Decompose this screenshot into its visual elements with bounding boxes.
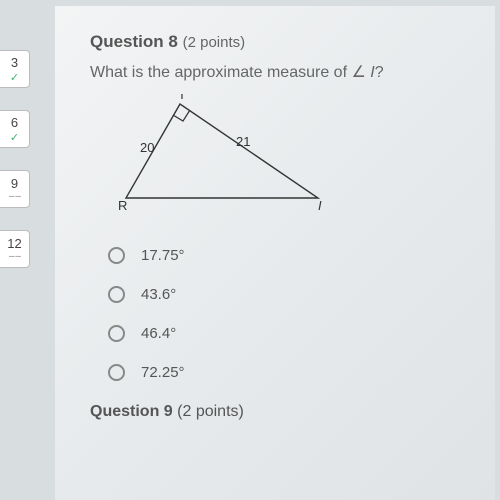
nav-item-3[interactable]: 3 ✓ xyxy=(0,50,30,88)
nav-num: 9 xyxy=(11,176,18,191)
option-d[interactable]: 72.25° xyxy=(108,364,475,381)
check-icon: ✓ xyxy=(10,71,19,84)
next-question-header: Question 9 (2 points) xyxy=(90,403,475,421)
question-header: Question 8 (2 points) xyxy=(90,32,475,52)
dash-icon: – – xyxy=(9,251,20,262)
prompt-text: What is the approximate measure of ∠ xyxy=(90,64,370,81)
answer-options: 17.75° 43.6° 46.4° 72.25° xyxy=(108,247,475,381)
nav-num: 6 xyxy=(11,115,18,130)
question-label: Question 8 xyxy=(90,32,178,51)
prompt-suffix: ? xyxy=(375,64,384,81)
nav-num: 3 xyxy=(11,55,18,70)
nav-item-6[interactable]: 6 ✓ xyxy=(0,110,30,148)
question-page: Question 8 (2 points) What is the approx… xyxy=(55,6,495,500)
next-points: (2 points) xyxy=(177,403,244,420)
svg-text:21: 21 xyxy=(236,134,250,149)
option-c[interactable]: 46.4° xyxy=(108,325,475,342)
next-label: Question 9 xyxy=(90,403,173,420)
nav-item-12[interactable]: 12 – – xyxy=(0,230,30,268)
option-b[interactable]: 43.6° xyxy=(108,286,475,303)
question-points: (2 points) xyxy=(183,34,246,51)
option-text: 17.75° xyxy=(141,247,185,264)
svg-text:R: R xyxy=(118,198,127,212)
question-prompt: What is the approximate measure of ∠ I? xyxy=(90,62,475,82)
option-a[interactable]: 17.75° xyxy=(108,247,475,264)
check-icon: ✓ xyxy=(10,131,19,144)
radio-icon xyxy=(108,364,125,381)
radio-icon xyxy=(108,286,125,303)
option-text: 72.25° xyxy=(141,364,185,381)
dash-icon: – – xyxy=(9,191,20,202)
svg-text:T: T xyxy=(178,94,186,102)
question-nav: 3 ✓ 6 ✓ 9 – – 12 – – xyxy=(0,50,30,268)
svg-text:20: 20 xyxy=(140,140,154,155)
radio-icon xyxy=(108,247,125,264)
nav-item-9[interactable]: 9 – – xyxy=(0,170,30,208)
nav-num: 12 xyxy=(7,236,21,251)
triangle-figure: T R I 20 21 xyxy=(118,94,328,212)
option-text: 43.6° xyxy=(141,286,176,303)
option-text: 46.4° xyxy=(141,325,176,342)
svg-text:I: I xyxy=(318,198,322,212)
radio-icon xyxy=(108,325,125,342)
